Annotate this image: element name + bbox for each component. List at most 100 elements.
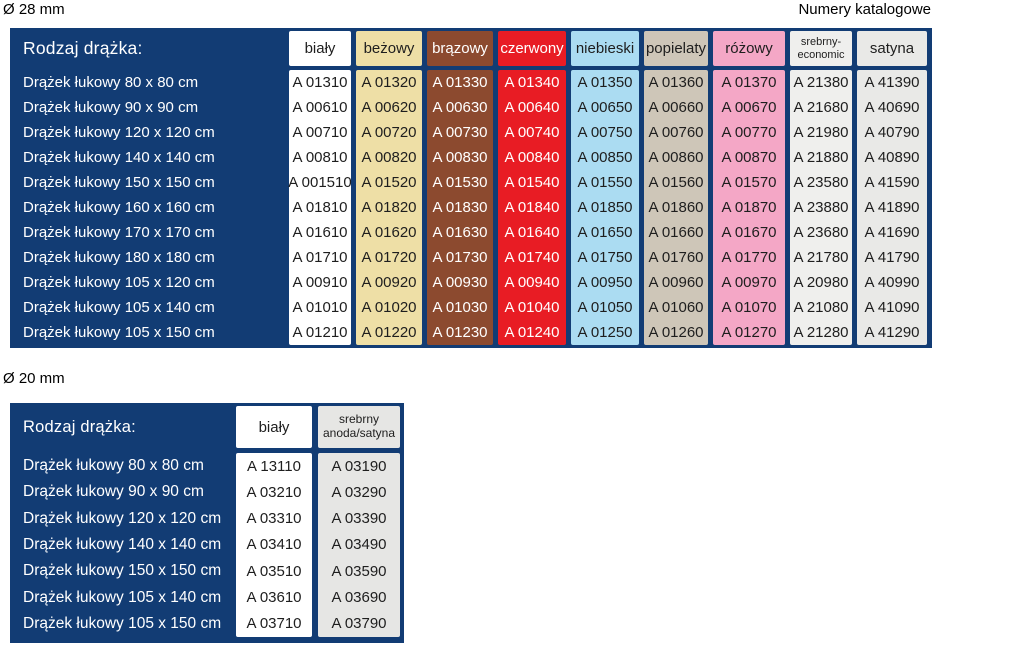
column-header-bialy: biały [289,31,351,66]
catalog-number-cell: A 21980 [793,124,849,141]
column-values-satyna: A 41390 A 40690 A 40790 A 40890 A 41590 A 418… [857,70,927,345]
column-values-czerwony: A 01340 A 00640 A 00740 A 00840 A 01540 A 018… [498,70,566,345]
row-label: Drążek łukowy 150 x 150 cm [23,562,222,580]
catalog-number-cell: A 00610 [292,99,348,116]
catalog-number-cell: A 00630 [432,99,488,116]
catalog-number-cell: A 00830 [432,149,488,166]
catalog-number-cell: A 01610 [292,224,348,241]
row-labels: Drążek łukowy 80 x 80 cm Drążek łukowy 90… [10,453,230,637]
catalog-number-cell: A 01770 [721,249,777,266]
catalog-number-cell: A 01050 [577,299,633,316]
catalog-number-cell: A 41690 [864,224,920,241]
catalog-number-cell: A 01230 [432,324,488,341]
catalog-number-cell: A 01340 [504,74,560,91]
catalog-number-cell: A 01720 [361,249,417,266]
catalog-number-cell: A 01650 [577,224,633,241]
catalog-number-cell: A 01740 [504,249,560,266]
catalog-number-cell: A 01260 [648,324,704,341]
catalog-number-cell: A 00970 [721,274,777,291]
color-column-rozowy: różowy A 01370 A 00670 A 00770 A 00870 A 0157… [713,31,785,345]
row-label: Drążek łukowy 90 x 90 cm [23,483,204,501]
catalog-number-cell: A 01730 [432,249,488,266]
catalog-number-cell: A 41090 [864,299,920,316]
column-header-bezowy: beżowy [356,31,422,66]
color-column-bialy: biały A 01310 A 00610 A 00710 A 00810 A 00151… [288,31,352,345]
catalog-number-cell: A 01670 [721,224,777,241]
row-label: Drążek łukowy 170 x 170 cm [23,224,215,241]
catalog-number-cell: A 00740 [504,124,560,141]
column-header-rozowy: różowy [713,31,785,66]
catalog-number-cell: A 41290 [864,324,920,341]
catalog-number-cell: A 01850 [577,199,633,216]
row-labels: Drążek łukowy 80 x 80 cm Drążek łukowy 90… [10,70,284,345]
catalog-numbers-label: Numery katalogowe [798,1,931,18]
catalog-number-cell: A 01020 [361,299,417,316]
catalog-number-cell: A 001510 [288,174,352,191]
catalog-number-cell: A 01710 [292,249,348,266]
row-label: Drążek łukowy 150 x 150 cm [23,174,215,191]
catalog-number-cell: A 01330 [432,74,488,91]
color-column-niebieski: niebieski A 01350 A 00650 A 00750 A 00850 A 0… [571,31,639,345]
row-label: Drążek łukowy 80 x 80 cm [23,74,199,91]
catalog-number-cell: A 00710 [292,124,348,141]
catalog-number-cell: A 00910 [292,274,348,291]
row-label: Drążek łukowy 120 x 120 cm [23,124,215,141]
color-column-brazowy: brązowy A 01330 A 00630 A 00730 A 00830 A 015… [427,31,493,345]
catalog-number-cell: A 03290 [331,483,387,501]
column-values-rozowy: A 01370 A 00670 A 00770 A 00870 A 01570 A 018… [713,70,785,345]
catalog-number-cell: A 21380 [793,74,849,91]
catalog-number-cell: A 01860 [648,199,704,216]
catalog-number-cell: A 01840 [504,199,560,216]
catalog-number-cell: A 00730 [432,124,488,141]
column-header-niebieski: niebieski [571,31,639,66]
catalog-number-cell: A 00920 [361,274,417,291]
catalog-number-cell: A 00930 [432,274,488,291]
catalog-number-cell: A 41390 [864,74,920,91]
row-label: Drążek łukowy 105 x 150 cm [23,614,222,632]
catalog-number-cell: A 01540 [504,174,560,191]
row-label: Drążek łukowy 105 x 140 cm [23,299,215,316]
catalog-number-cell: A 01560 [648,174,704,191]
catalog-number-cell: A 03710 [246,615,302,633]
column-header-srebrny-anoda-satyna: srebrny anoda/satyna [318,406,400,448]
catalog-number-cell: A 21780 [793,249,849,266]
table-title: Rodzaj drążka: [23,417,136,436]
catalog-number-cell: A 03590 [331,562,387,580]
diameter-28mm-label: Ø 28 mm [3,1,65,18]
catalog-number-cell: A 03610 [246,589,302,607]
catalog-number-cell: A 00870 [721,149,777,166]
catalog-table-28mm: Rodzaj drążka: Drążek łukowy 80 x 80 cm Dr… [10,28,932,348]
catalog-number-cell: A 01240 [504,324,560,341]
catalog-number-cell: A 01550 [577,174,633,191]
catalog-number-cell: A 23680 [793,224,849,241]
column-values-niebieski: A 01350 A 00650 A 00750 A 00850 A 01550 A 018… [571,70,639,345]
color-column-srebrny-anoda-satyna: srebrny anoda/satyna A 03190 A 03290 A 0339… [318,406,400,637]
catalog-number-cell: A 03310 [246,510,302,528]
row-label: Drążek łukowy 105 x 150 cm [23,324,215,341]
catalog-number-cell: A 01060 [648,299,704,316]
catalog-number-cell: A 01270 [721,324,777,341]
catalog-number-cell: A 21680 [793,99,849,116]
catalog-number-cell: A 01320 [361,74,417,91]
catalog-number-cell: A 01760 [648,249,704,266]
catalog-number-cell: A 01630 [432,224,488,241]
catalog-table-20mm: Rodzaj drążka: Drążek łukowy 80 x 80 cm Dr… [10,403,404,643]
catalog-number-cell: A 00840 [504,149,560,166]
catalog-number-cell: A 01810 [292,199,348,216]
catalog-number-cell: A 01750 [577,249,633,266]
catalog-number-cell: A 00620 [361,99,417,116]
catalog-number-cell: A 00950 [577,274,633,291]
catalog-number-cell: A 03510 [246,562,302,580]
catalog-number-cell: A 23880 [793,199,849,216]
catalog-number-cell: A 00860 [648,149,704,166]
catalog-number-cell: A 00940 [504,274,560,291]
catalog-number-cell: A 03190 [331,457,387,475]
catalog-number-cell: A 41890 [864,199,920,216]
color-column-popielaty: popielaty A 01360 A 00660 A 00760 A 00860 A 0… [644,31,708,345]
column-values-bezowy: A 01320 A 00620 A 00720 A 00820 A 01520 A 018… [356,70,422,345]
catalog-number-cell: A 03790 [331,615,387,633]
catalog-number-cell: A 21880 [793,149,849,166]
catalog-number-cell: A 00640 [504,99,560,116]
column-values-brazowy: A 01330 A 00630 A 00730 A 00830 A 01530 A 018… [427,70,493,345]
catalog-number-cell: A 40690 [864,99,920,116]
